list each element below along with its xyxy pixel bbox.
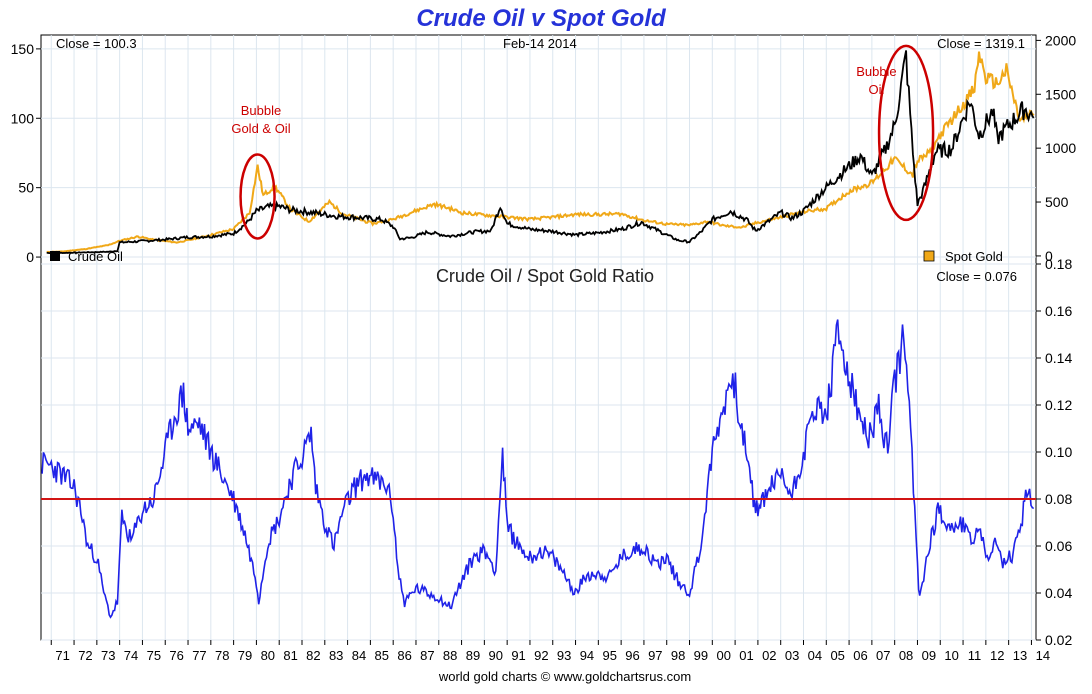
x-tick-label: 87 (420, 648, 434, 663)
y-tick-label: 0.12 (1045, 397, 1072, 413)
x-tick-label: 10 (944, 648, 958, 663)
y-tick-label: 100 (11, 110, 35, 126)
legend-label-crude-oil: Crude Oil (68, 249, 123, 264)
bottom-panel-grid (41, 263, 1036, 641)
x-tick-label: 72 (78, 648, 92, 663)
x-tick-label: 05 (830, 648, 844, 663)
x-tick-label: 14 (1036, 648, 1050, 663)
x-tick-label: 74 (124, 648, 138, 663)
bottom-panel-series (41, 319, 1036, 619)
top-panel-grid (41, 35, 1036, 264)
x-tick-label: 08 (899, 648, 913, 663)
x-tick-label: 80 (261, 648, 275, 663)
x-tick-label: 12 (990, 648, 1004, 663)
x-tick-label: 98 (671, 648, 685, 663)
x-tick-label: 99 (694, 648, 708, 663)
annotation-circle (877, 44, 935, 222)
chart-date: Feb-14 2014 (503, 36, 577, 51)
y-tick-label: 0.16 (1045, 303, 1072, 319)
year-axis: 71 72 73 74 75 76 77 78 79 80 81 82 83 84 85 86 87 88 89 90… (50, 640, 1050, 663)
x-tick-label: 07 (876, 648, 890, 663)
y-tick-label: 0.10 (1045, 444, 1072, 460)
oil-close-label: Close = 100.3 (56, 36, 137, 51)
y-tick-label: 0.06 (1045, 538, 1072, 554)
x-tick-label: 96 (625, 648, 639, 663)
x-tick-label: 00 (716, 648, 730, 663)
y-tick-label: 500 (1045, 194, 1069, 210)
x-tick-label: 85 (375, 648, 389, 663)
source-credit: world gold charts © www.goldchartsrus.co… (438, 669, 691, 684)
x-tick-label: 01 (739, 648, 753, 663)
ratio-title: Crude Oil / Spot Gold Ratio (436, 266, 654, 286)
x-tick-label: 88 (443, 648, 457, 663)
ratio-axis: 0.02 0.04 0.06 0.08 0.10 0.12 0.14 0.16 0.18 (1036, 256, 1072, 648)
annotation-label: Bubble (856, 64, 896, 79)
x-tick-label: 97 (648, 648, 662, 663)
left-price-axis: 0 50 100 150 (11, 41, 41, 265)
x-tick-label: 71 (55, 648, 69, 663)
legend-label-spot-gold: Spot Gold (945, 249, 1003, 264)
legend-swatch-crude-oil (50, 251, 60, 261)
chart-title: Crude Oil v Spot Gold (416, 5, 667, 32)
x-tick-label: 79 (238, 648, 252, 663)
x-tick-label: 89 (466, 648, 480, 663)
x-tick-label: 91 (511, 648, 525, 663)
y-tick-label: 0.08 (1045, 491, 1072, 507)
y-tick-label: 50 (18, 180, 34, 196)
y-tick-label: 0.14 (1045, 350, 1072, 366)
x-tick-label: 76 (169, 648, 183, 663)
y-tick-label: 0.02 (1045, 632, 1072, 648)
x-tick-label: 13 (1013, 648, 1027, 663)
x-tick-label: 94 (580, 648, 594, 663)
x-tick-label: 86 (397, 648, 411, 663)
x-tick-label: 84 (352, 648, 366, 663)
annotation-circle (239, 153, 276, 240)
right-price-axis: 0 500 1000 1500 2000 (1036, 32, 1076, 264)
series-line-ratio (41, 319, 1035, 619)
annotation-label: Oil (868, 82, 884, 97)
annotation-label: Gold & Oil (231, 121, 290, 136)
y-tick-label: 0.18 (1045, 256, 1072, 272)
y-tick-label: 2000 (1045, 32, 1076, 48)
y-tick-label: 150 (11, 41, 35, 57)
top-panel-series (46, 50, 1035, 255)
y-tick-label: 0.04 (1045, 585, 1072, 601)
x-tick-label: 77 (192, 648, 206, 663)
x-tick-label: 92 (534, 648, 548, 663)
x-tick-label: 04 (808, 648, 822, 663)
x-tick-label: 03 (785, 648, 799, 663)
legend-swatch-spot-gold (923, 250, 935, 262)
y-tick-label: 1000 (1045, 140, 1076, 156)
y-tick-label: 0 (1045, 248, 1053, 264)
series-line-spot-gold (46, 51, 1035, 253)
x-tick-label: 81 (283, 648, 297, 663)
x-tick-label: 73 (101, 648, 115, 663)
x-tick-label: 02 (762, 648, 776, 663)
x-tick-label: 90 (489, 648, 503, 663)
x-tick-label: 78 (215, 648, 229, 663)
y-tick-label: 0 (26, 249, 34, 265)
ratio-close-label: Close = 0.076 (936, 269, 1017, 284)
x-tick-label: 11 (968, 648, 982, 663)
annotations: Bubble Gold & Oil Bubble Oil (231, 44, 935, 240)
x-tick-label: 83 (329, 648, 343, 663)
x-tick-label: 93 (557, 648, 571, 663)
annotation-label: Bubble (241, 103, 281, 118)
top-panel (40, 34, 1037, 265)
y-tick-label: 1500 (1045, 86, 1076, 102)
x-tick-label: 82 (306, 648, 320, 663)
series-line-crude-oil (46, 50, 1035, 255)
x-tick-label: 09 (922, 648, 936, 663)
x-tick-label: 75 (147, 648, 161, 663)
gold-close-label: Close = 1319.1 (937, 36, 1025, 51)
x-tick-label: 06 (853, 648, 867, 663)
x-tick-label: 95 (602, 648, 616, 663)
